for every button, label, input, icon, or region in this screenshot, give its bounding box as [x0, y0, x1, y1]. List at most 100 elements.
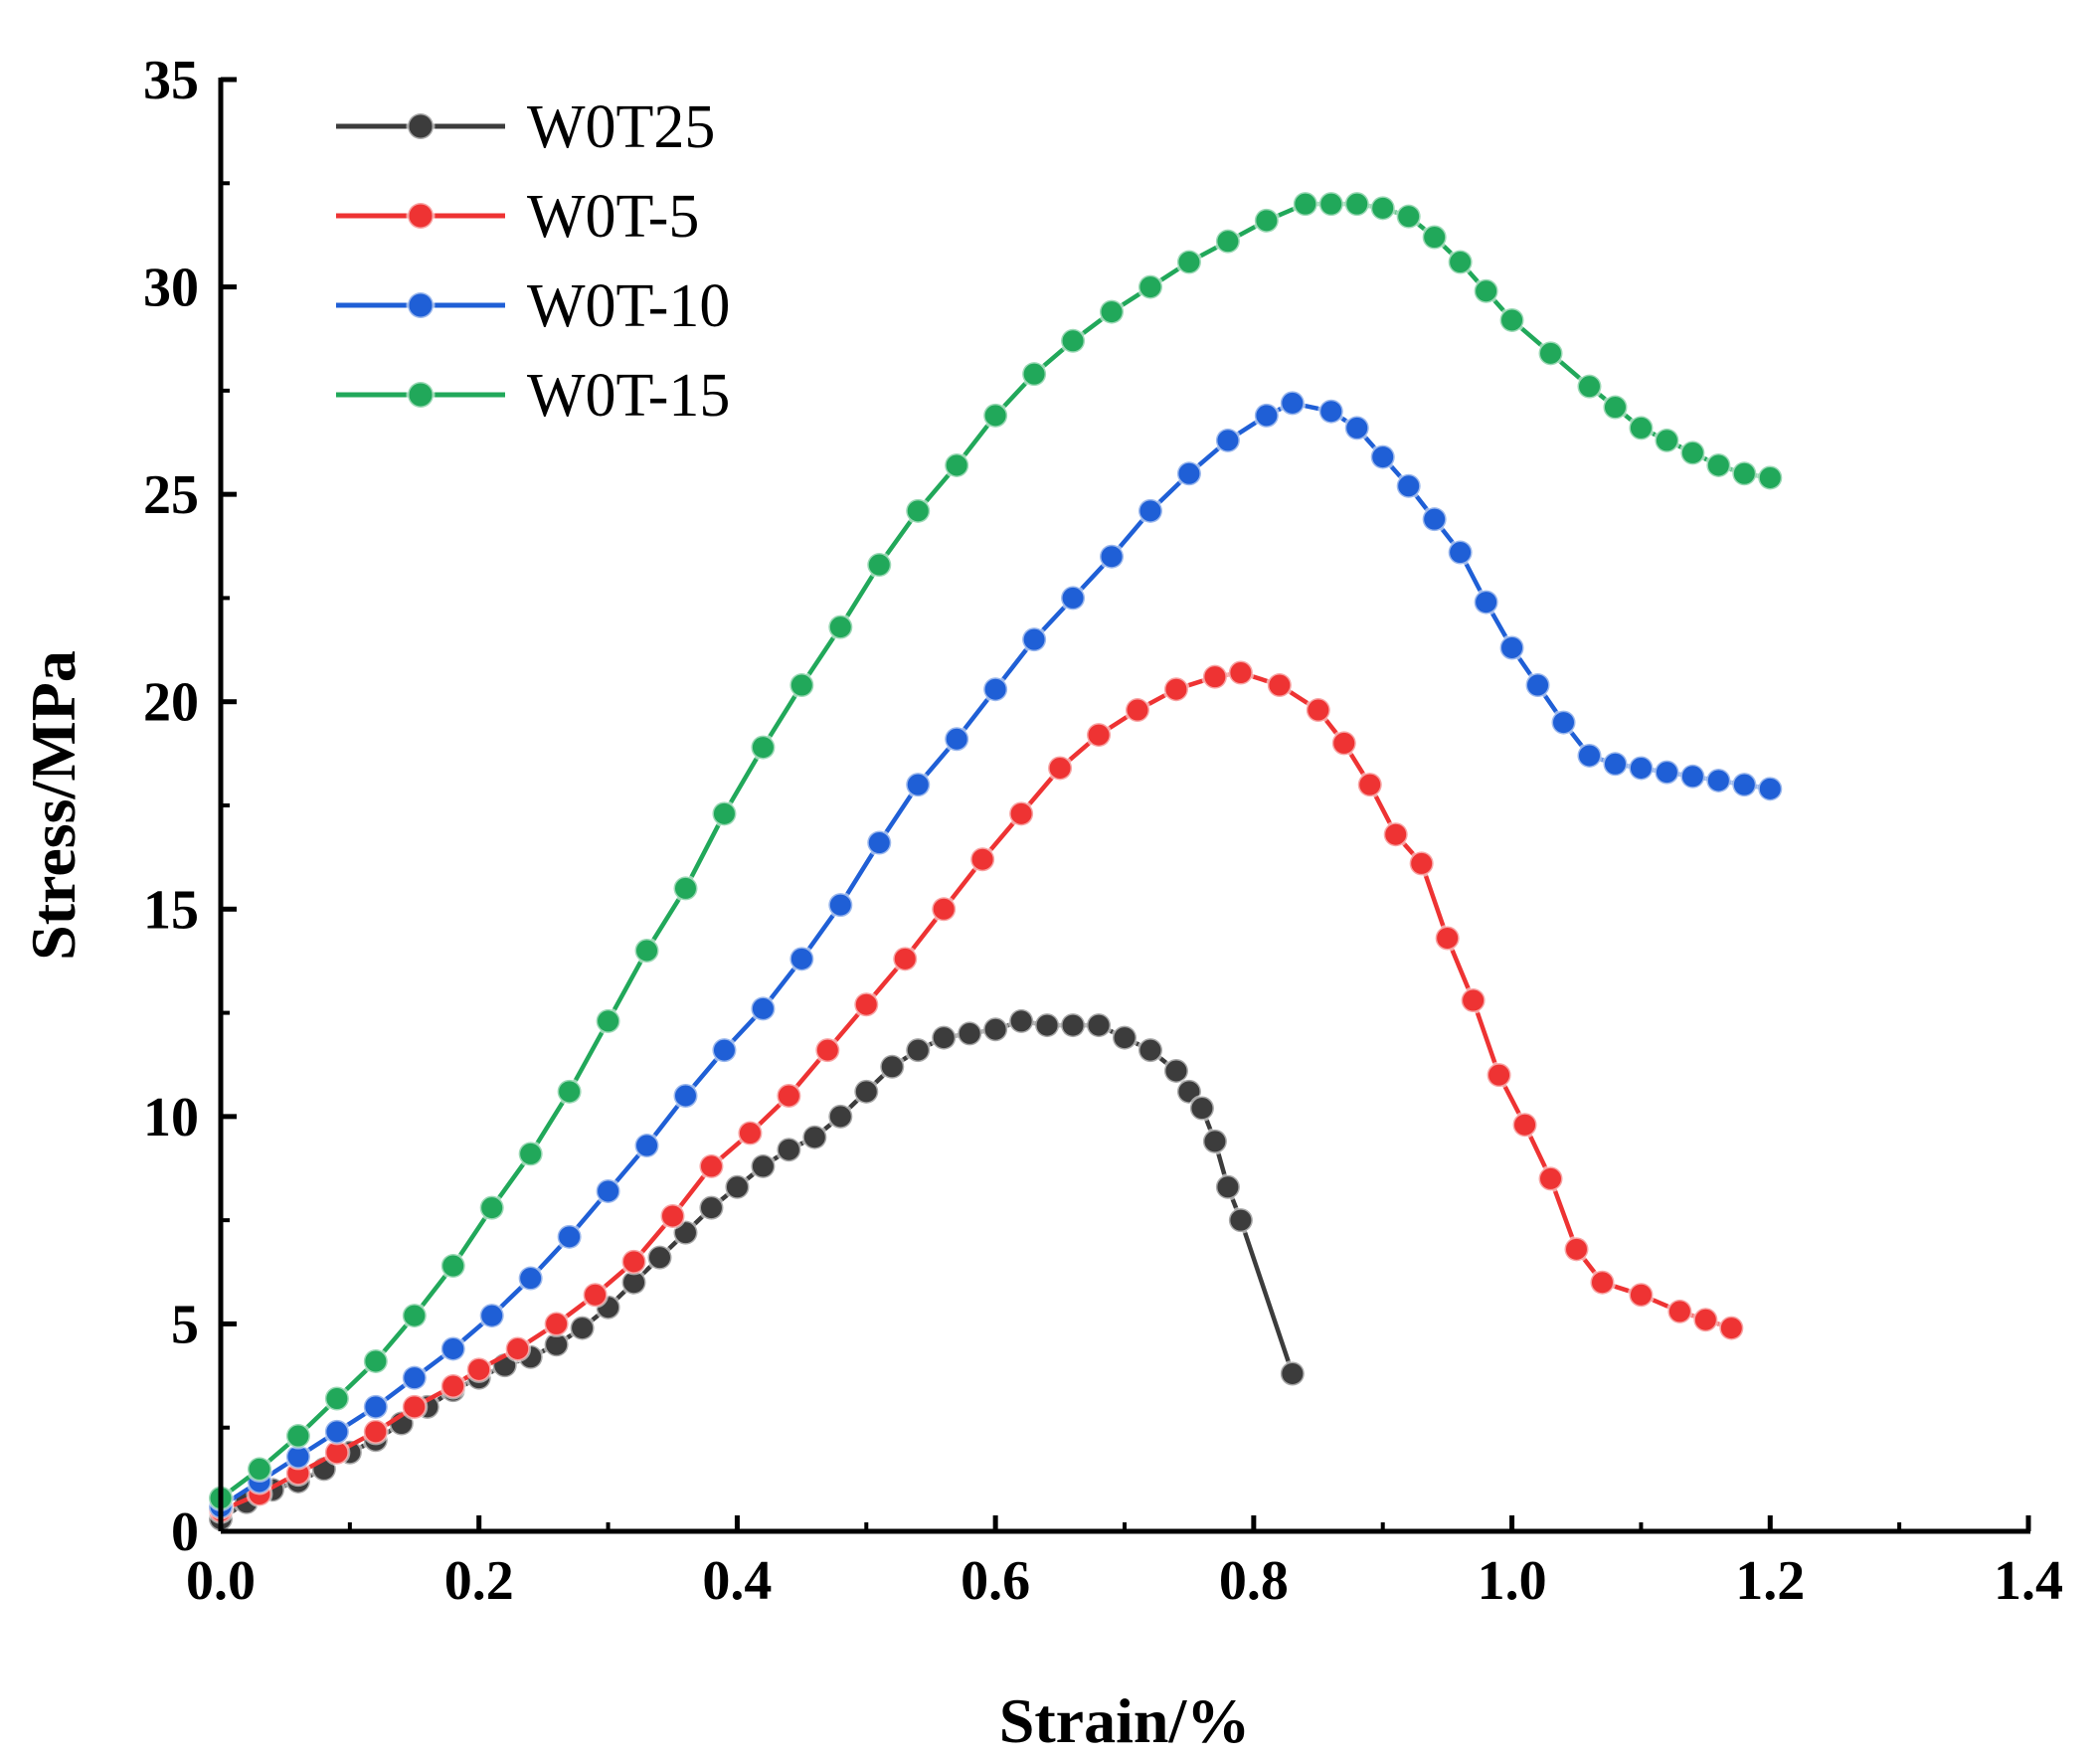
legend-label: W0T-15 [527, 362, 730, 430]
data-point [1098, 543, 1126, 571]
data-point [1730, 771, 1758, 798]
data-point [1201, 663, 1229, 691]
data-point [1447, 539, 1475, 567]
x-tick-label: 0.2 [444, 1550, 514, 1612]
data-point [930, 1024, 958, 1052]
y-tick-label: 30 [143, 258, 199, 319]
data-point [1162, 1057, 1190, 1085]
data-point [1279, 1359, 1307, 1387]
y-tick-label: 20 [143, 672, 199, 734]
data-point [1627, 414, 1655, 441]
data-point [569, 1315, 597, 1342]
data-point [943, 451, 970, 479]
data-point [246, 1455, 273, 1483]
data-point [517, 1140, 545, 1167]
data-point [439, 1252, 467, 1280]
data-point [1085, 721, 1113, 749]
data-point [865, 551, 893, 579]
data-point [1678, 763, 1706, 791]
data-point [556, 1078, 584, 1106]
data-point [852, 1078, 880, 1106]
data-point [710, 799, 738, 827]
data-point [671, 874, 699, 902]
data-point [1395, 472, 1423, 500]
data-point [1575, 742, 1603, 770]
data-point [1717, 1315, 1745, 1342]
data-point [439, 1334, 467, 1362]
data-point [1460, 986, 1488, 1014]
legend-marker [406, 380, 436, 410]
data-point [1292, 190, 1319, 218]
data-point [1124, 696, 1151, 724]
data-point [1756, 775, 1784, 802]
x-tick-label: 0.4 [702, 1550, 772, 1612]
data-point [697, 1152, 725, 1180]
data-point [1511, 1111, 1539, 1139]
data-point [401, 1302, 429, 1329]
data-point [401, 1393, 429, 1421]
data-point [1704, 767, 1732, 794]
data-point [1046, 754, 1074, 782]
data-point [788, 945, 815, 972]
data-point [1214, 228, 1242, 256]
data-point [1498, 306, 1526, 334]
x-tick-label: 1.0 [1478, 1550, 1547, 1612]
data-point [1473, 277, 1500, 305]
data-point [1175, 249, 1203, 276]
data-point [1356, 771, 1384, 798]
data-point [465, 1355, 493, 1383]
data-point [1059, 327, 1087, 355]
data-point [478, 1194, 506, 1222]
data-point [1421, 505, 1449, 533]
data-point [1007, 1007, 1035, 1035]
series-2 [207, 659, 1745, 1524]
data-point [1020, 625, 1048, 653]
data-point [1447, 249, 1475, 276]
data-point [1253, 207, 1281, 235]
series-line [219, 201, 1771, 1500]
data-point [671, 1082, 699, 1110]
data-point [1214, 1173, 1242, 1201]
data-point [723, 1173, 751, 1201]
data-point [775, 1082, 802, 1110]
data-point [1098, 298, 1126, 326]
legend: W0T25 W0T-5 W0T-10 W0T-15 [336, 93, 730, 430]
data-point [1408, 849, 1436, 877]
data-point [1756, 463, 1784, 491]
data-point [1575, 373, 1603, 401]
data-point [1601, 394, 1629, 422]
data-point [1498, 633, 1526, 661]
data-point [1678, 439, 1706, 466]
data-point [504, 1334, 532, 1362]
legend-marker [406, 290, 436, 320]
data-point [1601, 750, 1629, 778]
data-point [517, 1265, 545, 1293]
data-point [543, 1310, 571, 1337]
data-point [439, 1372, 467, 1400]
data-point [813, 1036, 841, 1064]
data-point [633, 937, 661, 965]
data-point [1369, 194, 1397, 222]
data-point [595, 1177, 622, 1205]
data-point [1111, 1024, 1138, 1052]
data-point [1007, 799, 1035, 827]
data-point [1550, 709, 1578, 737]
data-point [1188, 1095, 1216, 1123]
data-point [323, 1418, 351, 1446]
y-ticks: 0 5 10 15 20 25 30 35 [143, 50, 237, 1563]
data-point [1627, 1281, 1655, 1309]
data-point [891, 945, 919, 972]
data-point [1020, 360, 1048, 388]
data-point [1473, 589, 1500, 617]
data-point [1137, 497, 1164, 525]
data-point [478, 1302, 506, 1329]
data-point [362, 1347, 390, 1375]
data-point [595, 1007, 622, 1035]
data-point [710, 1036, 738, 1064]
data-point [1162, 675, 1190, 703]
data-point [1085, 1011, 1113, 1039]
y-tick-label: 0 [171, 1501, 199, 1563]
data-point [1343, 190, 1371, 218]
